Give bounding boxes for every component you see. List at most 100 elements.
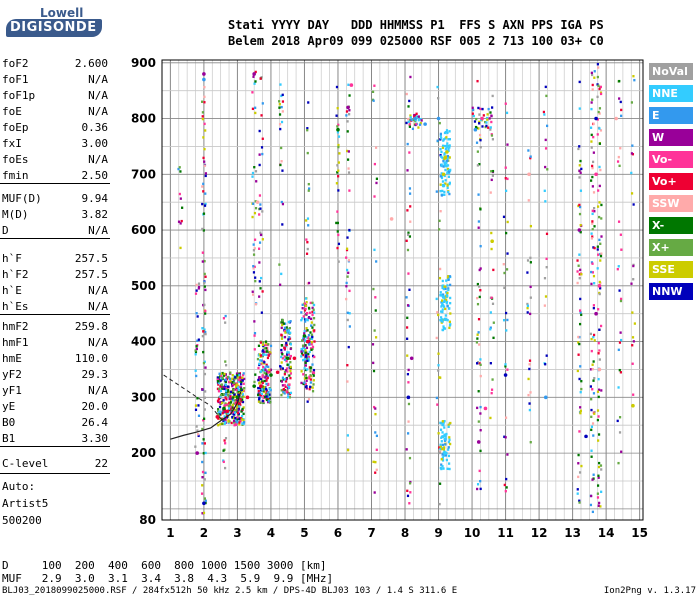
echo-point (598, 501, 601, 505)
panel-separator (0, 446, 110, 447)
echo-point (281, 322, 284, 325)
echo-point (481, 107, 484, 111)
echo-point (302, 373, 305, 376)
echo-point (337, 161, 340, 164)
echo-point (260, 359, 263, 362)
echo-point (577, 335, 580, 339)
echo-point (202, 330, 205, 333)
series-point (349, 83, 354, 87)
echo-point (268, 368, 271, 372)
echo-point (578, 253, 581, 256)
series-point (202, 77, 206, 82)
echo-point (237, 408, 240, 411)
echo-point (239, 386, 243, 389)
y-tick-label: 300 (131, 390, 156, 404)
echo-point (444, 168, 447, 172)
echo-point (597, 341, 600, 345)
echo-point (345, 110, 349, 113)
echo-point (599, 91, 603, 94)
echo-point (529, 441, 532, 444)
echo-point (222, 460, 225, 464)
echo-point (309, 347, 313, 350)
echo-point (489, 128, 492, 131)
echo-point (303, 332, 306, 335)
echo-point (289, 347, 292, 351)
echo-point (578, 342, 581, 346)
echo-point (529, 391, 532, 394)
echo-point (447, 440, 451, 444)
echo-point (194, 404, 198, 407)
echo-point (441, 423, 444, 427)
echo-point (300, 381, 303, 385)
echo-point (505, 311, 508, 315)
echo-point (201, 460, 204, 464)
echo-point (279, 127, 282, 131)
echo-point (445, 432, 448, 436)
echo-point (346, 130, 349, 133)
echo-point (504, 177, 507, 180)
echo-point (252, 75, 255, 78)
echo-point (374, 296, 377, 299)
echo-point (529, 224, 533, 228)
echo-point (261, 290, 264, 293)
echo-point (251, 293, 255, 296)
legend-item: X- (649, 217, 693, 234)
param-value: N/A (88, 300, 108, 313)
echo-point (490, 170, 493, 173)
echo-point (439, 443, 442, 446)
echo-point (372, 460, 375, 464)
echo-point (435, 396, 438, 400)
echo-point (576, 492, 579, 495)
echo-point (591, 510, 594, 514)
echo-point (258, 391, 261, 394)
echo-point (224, 442, 227, 445)
echo-point (346, 158, 350, 161)
echo-point (336, 246, 339, 250)
echo-point (260, 276, 263, 280)
echo-point (443, 190, 446, 194)
y-tick-label: 500 (131, 279, 156, 293)
echo-point (442, 159, 445, 163)
echo-point (224, 402, 227, 405)
echo-point (260, 311, 263, 314)
echo-point (204, 330, 207, 334)
echo-point (348, 189, 351, 192)
echo-point (179, 246, 182, 250)
echo-point (598, 280, 601, 284)
echo-point (307, 316, 310, 320)
echo-point (311, 335, 314, 339)
param-value: 257.5 (74, 252, 108, 265)
echo-point (242, 421, 246, 424)
echo-point (259, 77, 262, 80)
param-name: hmF1 (2, 336, 29, 349)
echo-point (195, 289, 198, 292)
param-name: B1 (2, 432, 16, 445)
x-tick-label: 4 (267, 526, 275, 540)
echo-point (306, 217, 310, 220)
param-name: foEs (2, 153, 29, 166)
echo-point (487, 107, 490, 111)
echo-point (590, 107, 593, 111)
echo-point (440, 299, 444, 302)
echo-point (281, 100, 285, 103)
echo-point (503, 318, 506, 322)
echo-point (440, 463, 443, 466)
echo-point (306, 336, 309, 340)
echo-point (216, 387, 220, 391)
echo-point (439, 189, 442, 193)
echo-point (287, 320, 290, 324)
echo-point (235, 372, 239, 375)
echo-point (591, 88, 594, 91)
echo-point (490, 134, 494, 137)
echo-point (545, 257, 548, 261)
echo-point (417, 126, 420, 129)
echo-point (598, 184, 601, 188)
echo-point (442, 284, 445, 287)
echo-point (305, 387, 308, 390)
echo-point (600, 217, 603, 220)
echo-point (435, 297, 438, 301)
echo-point (310, 333, 314, 337)
param-value: 26.4 (81, 416, 109, 429)
echo-point (281, 110, 284, 113)
echo-point (224, 321, 227, 324)
